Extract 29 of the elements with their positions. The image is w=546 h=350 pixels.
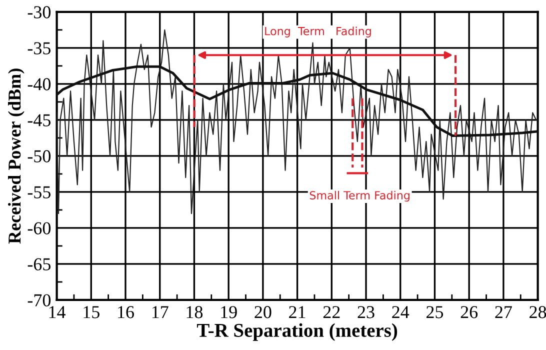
y-tick-label: -55 xyxy=(28,186,51,198)
x-tick-label: 26 xyxy=(460,306,478,318)
x-tick-label: 25 xyxy=(426,306,444,318)
x-tick-label: 20 xyxy=(254,306,272,318)
y-tick-label: -45 xyxy=(28,114,51,126)
y-tick-label: -50 xyxy=(28,150,51,162)
x-tick-label: 14 xyxy=(49,306,66,318)
y-tick-label: -65 xyxy=(28,258,51,270)
y-tick-label: -40 xyxy=(28,78,51,90)
y-axis-title: Received Power (dBm) xyxy=(8,68,24,244)
x-axis-title: T-R Separation (meters) xyxy=(196,323,398,341)
x-tick-label: 19 xyxy=(221,306,237,318)
annotation: Long Term Fading xyxy=(265,26,371,38)
x-tick-label: 18 xyxy=(186,306,203,318)
x-tick-label: 24 xyxy=(392,306,410,318)
x-tick-label: 28 xyxy=(530,306,546,318)
annotation: Small Term Fading xyxy=(310,190,410,202)
x-tick-label: 15 xyxy=(84,306,100,318)
x-tick-label: 16 xyxy=(118,306,134,318)
y-tick-label: -35 xyxy=(28,42,51,54)
x-tick-label: 23 xyxy=(358,306,374,318)
line-series xyxy=(56,65,538,138)
x-tick-label: 22 xyxy=(323,306,340,318)
x-tick-label: 21 xyxy=(289,306,306,318)
y-tick-label: -70 xyxy=(28,294,51,306)
y-tick-label: -60 xyxy=(28,222,51,234)
x-tick-label: 27 xyxy=(495,306,512,318)
x-tick-label: 17 xyxy=(152,306,168,318)
y-tick-label: -30 xyxy=(28,6,51,18)
